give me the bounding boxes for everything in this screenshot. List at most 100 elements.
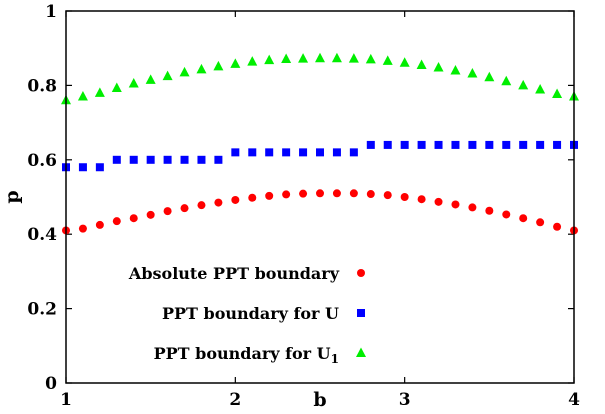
ppt-u1-point xyxy=(315,52,325,63)
ppt-u-point xyxy=(468,140,477,149)
absolute-ppt-point xyxy=(366,190,375,199)
ppt-u1-point xyxy=(128,78,139,88)
ppt-u-point xyxy=(349,148,358,157)
ppt-u1-point xyxy=(298,53,309,63)
y-tick-label: 0.4 xyxy=(27,225,57,245)
x-axis-label: b xyxy=(313,389,326,411)
absolute-ppt-point xyxy=(231,195,240,204)
ppt-u-point xyxy=(316,148,324,157)
ppt-u1-point xyxy=(230,58,241,68)
absolute-ppt-point xyxy=(485,206,494,215)
legend-label-text: PPT boundary for U xyxy=(162,304,339,323)
ppt-u1-point xyxy=(365,53,376,64)
legend-marker xyxy=(356,347,366,357)
absolute-ppt-point xyxy=(265,191,274,200)
ppt-u1-point xyxy=(94,87,105,97)
ppt-u-point xyxy=(553,140,562,149)
ppt-u-point xyxy=(129,155,138,164)
ppt-u-point xyxy=(502,140,511,149)
x-tick-label: 1 xyxy=(60,390,72,410)
ppt-u-point xyxy=(417,140,426,149)
ppt-u-point xyxy=(146,155,155,164)
legend-label-subscript: 1 xyxy=(331,352,339,366)
absolute-ppt-point xyxy=(197,201,206,210)
plot-frame xyxy=(65,10,575,384)
absolute-ppt-point xyxy=(129,214,138,223)
ppt-u1-point xyxy=(162,70,173,81)
ppt-u1-point xyxy=(179,66,190,77)
ppt-u-point xyxy=(485,140,494,149)
ppt-u-point xyxy=(163,155,172,164)
absolute-ppt-point xyxy=(468,203,477,212)
series-absolute-ppt xyxy=(62,189,578,235)
ppt-u1-point xyxy=(552,88,563,98)
ppt-u-point xyxy=(282,148,291,157)
ppt-u1-point xyxy=(484,71,495,82)
absolute-ppt-point xyxy=(180,204,189,213)
ppt-u1-point xyxy=(433,62,444,72)
ppt-u-point xyxy=(265,148,274,157)
ppt-u-point xyxy=(214,155,223,164)
ppt-u-point xyxy=(434,140,443,149)
absolute-ppt-point xyxy=(316,189,324,198)
ppt-u1-point xyxy=(281,53,292,63)
y-tick-label: 0.2 xyxy=(27,300,57,320)
ppt-u-point xyxy=(451,140,460,149)
absolute-ppt-point xyxy=(146,210,155,219)
ppt-u1-point xyxy=(348,53,359,63)
legend-label-text: Absolute PPT boundary xyxy=(128,264,340,283)
y-axis-label: p xyxy=(1,190,23,203)
absolute-ppt-point xyxy=(383,191,392,200)
ppt-u-point xyxy=(248,148,257,157)
ppt-u1-point xyxy=(467,67,478,78)
ppt-u-point xyxy=(519,140,528,149)
series-ppt-u xyxy=(62,140,578,172)
y-tick-label: 0.6 xyxy=(27,151,57,171)
ppt-u1-point xyxy=(416,59,427,69)
data-markers xyxy=(61,52,579,235)
absolute-ppt-point xyxy=(163,207,172,216)
ppt-u1-point xyxy=(535,83,546,94)
ppt-u-point xyxy=(112,155,121,164)
ppt-u-point xyxy=(536,140,545,149)
legend-marker xyxy=(357,269,365,277)
legend-label: PPT boundary for U1 xyxy=(154,344,339,366)
absolute-ppt-point xyxy=(248,193,257,202)
absolute-ppt-point xyxy=(502,210,511,219)
absolute-ppt-point xyxy=(282,190,291,199)
absolute-ppt-point xyxy=(417,195,426,204)
legend-label: PPT boundary for U xyxy=(162,304,339,323)
ppt-u-point xyxy=(95,163,104,172)
absolute-ppt-point xyxy=(451,200,460,209)
absolute-ppt-point xyxy=(400,193,409,201)
ppt-u-point xyxy=(197,155,206,164)
legend-label-text: PPT boundary for U xyxy=(154,344,331,363)
absolute-ppt-point xyxy=(349,189,358,198)
ppt-u-point xyxy=(383,140,392,149)
ppt-u1-point xyxy=(518,79,529,90)
ppt-u1-point xyxy=(399,57,410,67)
series-ppt-u1 xyxy=(61,52,579,105)
absolute-ppt-point xyxy=(332,189,341,198)
ppt-u-point xyxy=(78,163,87,172)
ppt-u-point xyxy=(400,140,409,149)
ppt-u1-point xyxy=(382,55,393,65)
ppt-u1-point xyxy=(196,63,207,74)
y-tick-label: 0.8 xyxy=(27,76,57,96)
x-tick-label: 2 xyxy=(229,390,241,410)
ppt-u-point xyxy=(332,148,341,157)
ppt-u1-point xyxy=(501,75,512,86)
ppt-u1-point xyxy=(213,60,224,71)
x-tick-label: 4 xyxy=(568,390,580,410)
absolute-ppt-point xyxy=(434,197,443,206)
absolute-ppt-point xyxy=(214,198,223,207)
legend-label: Absolute PPT boundary xyxy=(128,264,340,283)
ppt-u-point xyxy=(180,155,189,164)
absolute-ppt-point xyxy=(299,189,308,198)
ppt-u1-point xyxy=(247,56,258,66)
absolute-ppt-point xyxy=(95,220,104,229)
ppt-u-point xyxy=(299,148,308,157)
ppt-u-point xyxy=(366,140,375,149)
